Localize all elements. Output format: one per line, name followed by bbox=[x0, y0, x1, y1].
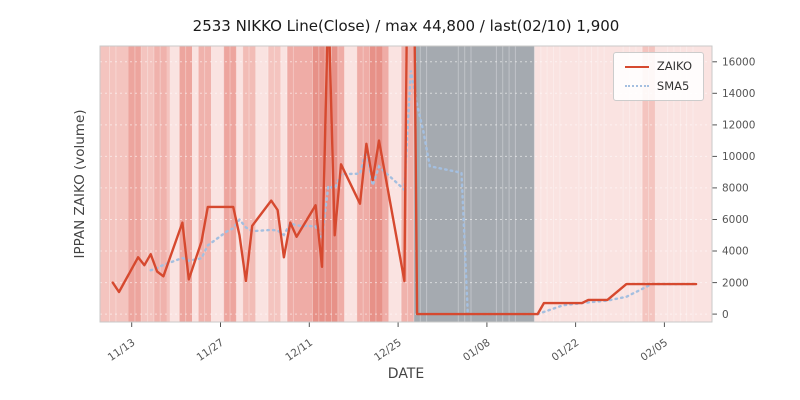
legend-item-zaiko: ZAIKO bbox=[624, 59, 692, 73]
svg-text:2000: 2000 bbox=[722, 277, 749, 289]
legend-label-zaiko: ZAIKO bbox=[656, 59, 692, 73]
svg-text:0: 0 bbox=[722, 309, 729, 321]
svg-text:02/05: 02/05 bbox=[638, 337, 670, 364]
legend-item-sma5: SMA5 bbox=[624, 78, 692, 93]
svg-text:6000: 6000 bbox=[722, 214, 749, 226]
svg-text:12/25: 12/25 bbox=[372, 337, 404, 364]
svg-text:01/08: 01/08 bbox=[461, 337, 493, 364]
svg-text:8000: 8000 bbox=[722, 183, 749, 195]
svg-text:11/13: 11/13 bbox=[106, 337, 138, 364]
svg-text:4000: 4000 bbox=[722, 246, 749, 258]
zaiko-line-swatch bbox=[624, 65, 649, 68]
y-axis-label: IPPAN ZAIKO (volume) bbox=[72, 109, 88, 259]
svg-text:10000: 10000 bbox=[722, 151, 755, 163]
svg-text:16000: 16000 bbox=[722, 56, 755, 68]
legend-label-sma5: SMA5 bbox=[656, 78, 690, 93]
svg-text:11/27: 11/27 bbox=[195, 337, 227, 364]
chart-title: 2533 NIKKO Line(Close) / max 44,800 / la… bbox=[192, 17, 620, 35]
sma5-line-swatch bbox=[624, 85, 649, 88]
x-axis-label: DATE bbox=[387, 366, 425, 382]
svg-text:14000: 14000 bbox=[722, 88, 755, 100]
legend: ZAIKO SMA5 bbox=[612, 52, 704, 101]
svg-text:01/22: 01/22 bbox=[550, 337, 582, 364]
svg-text:12000: 12000 bbox=[722, 120, 755, 132]
svg-text:12/11: 12/11 bbox=[283, 337, 315, 364]
